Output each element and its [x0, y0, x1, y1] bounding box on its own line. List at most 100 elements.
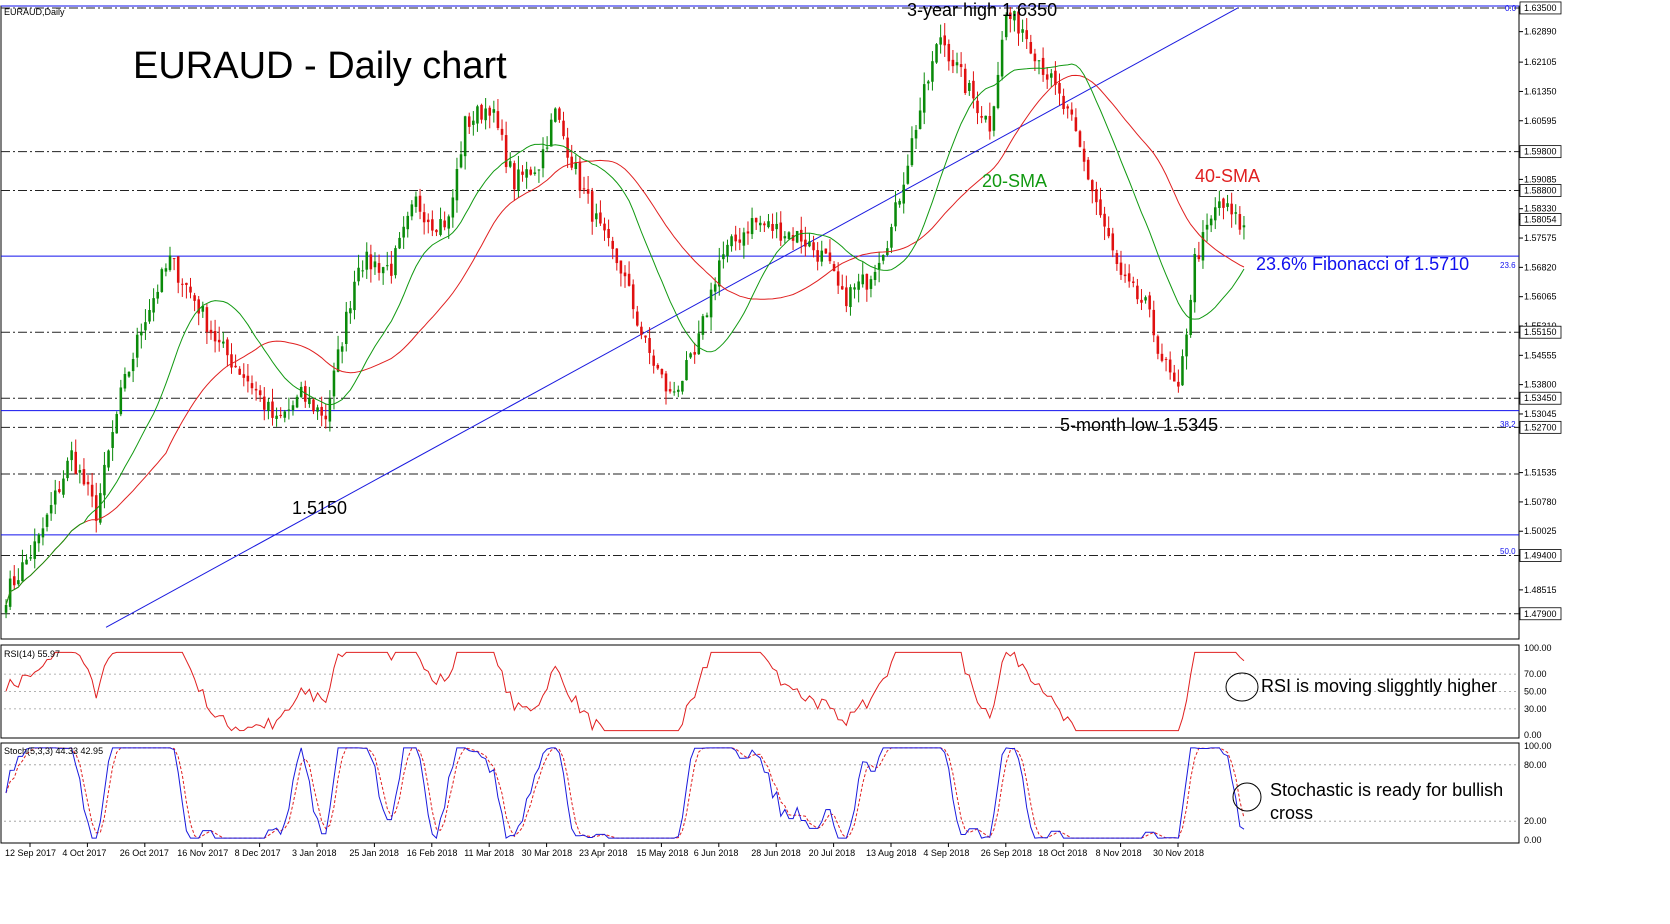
candle-body [677, 389, 680, 392]
candle-body [840, 286, 844, 290]
candle-35 [148, 299, 151, 324]
candle-body [627, 273, 631, 286]
candle-body [467, 116, 471, 127]
candle-body [1177, 381, 1180, 387]
candle-body [558, 108, 561, 120]
y-tick-label: 1.61350 [1524, 86, 1557, 96]
candle-251 [1033, 48, 1037, 71]
candle-body [53, 490, 57, 505]
candle-33 [140, 323, 143, 349]
candle-149 [615, 248, 619, 271]
candle-body [267, 401, 270, 411]
candle-54 [226, 337, 229, 367]
y-tick-box [1519, 213, 1562, 226]
candle-body [689, 353, 692, 358]
candle-body [390, 263, 393, 276]
candle-215 [886, 240, 889, 257]
candle-body [144, 322, 147, 331]
candle-275 [1132, 276, 1135, 288]
candle-242 [996, 61, 1000, 110]
candle-body [562, 120, 565, 137]
candle-body [418, 195, 422, 212]
y-tick-box [1519, 184, 1562, 197]
candle-body [701, 316, 705, 335]
candle-body [439, 219, 442, 235]
candle-body [1127, 273, 1131, 282]
candle-body [599, 212, 602, 224]
candle-body [455, 168, 459, 201]
candle-body [906, 165, 910, 184]
candle-203 [836, 262, 840, 294]
candle-body [517, 169, 520, 191]
candle-9 [41, 517, 45, 546]
candle-body [541, 149, 545, 169]
candle-283 [1164, 356, 1168, 372]
candle-147 [607, 219, 610, 247]
candle-104 [431, 210, 434, 237]
candle-body [201, 305, 205, 312]
candle-body [746, 231, 750, 234]
candle-11 [49, 492, 53, 521]
candle-37 [156, 284, 159, 304]
rsi-highlight-circle [1225, 672, 1259, 702]
candle-body [1054, 70, 1057, 85]
candle-body [709, 289, 713, 318]
candle-259 [1066, 104, 1069, 119]
candle-138 [570, 144, 573, 171]
candle-145 [599, 200, 602, 226]
candle-body [586, 189, 590, 194]
candle-body [37, 534, 41, 544]
candle-body [1009, 12, 1012, 20]
candle-25 [107, 449, 110, 472]
candle-156 [644, 335, 647, 343]
candle-body [340, 346, 344, 352]
candle-body [636, 311, 639, 326]
y-tick-label: 1.58054 [1524, 214, 1557, 224]
y-tick-box [1519, 391, 1562, 405]
candle-body [1193, 253, 1197, 303]
candle-61 [254, 381, 258, 401]
rsi-title: RSI(14) 55.97 [4, 649, 60, 659]
candle-254 [1045, 67, 1049, 89]
y-tick-label: 1.52700 [1524, 422, 1557, 432]
candle-285 [1172, 364, 1176, 382]
candle-206 [849, 284, 852, 316]
y-tick-label: 1.58330 [1524, 204, 1557, 214]
candle-body [1218, 201, 1221, 208]
candle-21 [90, 473, 94, 508]
candle-body [1230, 203, 1233, 215]
y-tick-box [1519, 325, 1562, 339]
candle-60 [250, 375, 254, 395]
y-tick-label: 1.54555 [1524, 350, 1557, 360]
candle-182 [750, 207, 754, 239]
candle-body [1107, 228, 1110, 237]
candle-body [1123, 274, 1127, 277]
rsi-y-tick-label: 30.00 [1524, 704, 1547, 714]
candle-136 [562, 111, 565, 140]
candle-body [988, 116, 992, 132]
candle-277 [1140, 289, 1143, 311]
candle-274 [1127, 264, 1131, 288]
candle-body [443, 220, 446, 228]
candle-175 [722, 241, 725, 269]
candle-body [365, 251, 369, 270]
candle-133 [549, 113, 553, 147]
candle-body [968, 82, 971, 91]
candle-65 [271, 388, 274, 426]
low5m-annotation: 5-month low 1.5345 [1060, 415, 1218, 435]
candle-216 [890, 223, 893, 254]
candle-228 [939, 24, 942, 54]
candle-164 [677, 385, 680, 398]
candle-291 [1197, 241, 1201, 262]
candle-90 [373, 252, 377, 275]
y-tick-label: 1.50025 [1524, 526, 1557, 536]
candle-114 [472, 111, 475, 136]
candle-131 [541, 137, 545, 178]
candle-142 [586, 175, 590, 204]
stoch-d-line [5, 747, 1245, 839]
candle-body [164, 268, 168, 272]
candle-70 [291, 400, 295, 416]
candle-169 [697, 320, 701, 355]
candle-body [1234, 212, 1238, 214]
